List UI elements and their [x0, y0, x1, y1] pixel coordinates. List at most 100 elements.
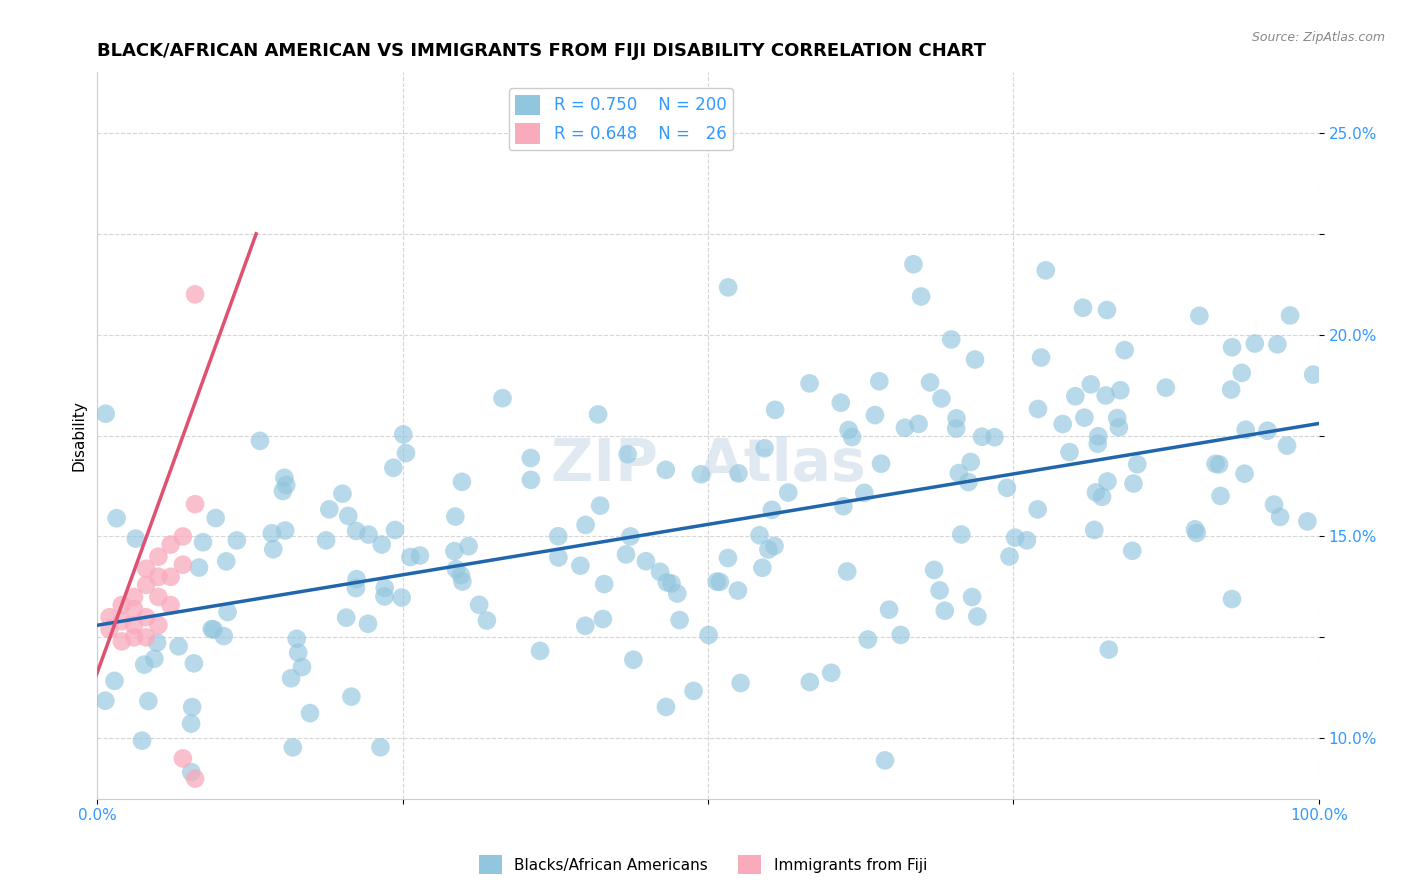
Point: [1267, 337, 1289, 351]
Point: [970, 430, 993, 444]
Point: [172, 751, 194, 765]
Point: [180, 765, 202, 780]
Point: [621, 653, 644, 667]
Point: [1302, 368, 1324, 382]
Point: [868, 374, 890, 388]
Point: [183, 657, 205, 671]
Point: [1083, 523, 1105, 537]
Point: [249, 434, 271, 448]
Point: [450, 568, 472, 582]
Point: [1015, 533, 1038, 548]
Point: [172, 529, 194, 543]
Point: [202, 623, 225, 637]
Point: [148, 618, 170, 632]
Point: [529, 644, 551, 658]
Text: ZIP  Atlas: ZIP Atlas: [551, 436, 866, 493]
Point: [167, 640, 190, 654]
Point: [98, 610, 121, 624]
Point: [184, 772, 207, 786]
Point: [135, 631, 157, 645]
Point: [863, 408, 886, 422]
Point: [730, 676, 752, 690]
Point: [1220, 340, 1243, 354]
Point: [1220, 383, 1243, 397]
Text: Source: ZipAtlas.com: Source: ZipAtlas.com: [1251, 31, 1385, 45]
Point: [94, 694, 117, 708]
Point: [274, 524, 297, 538]
Point: [1205, 457, 1227, 471]
Point: [586, 408, 609, 422]
Point: [392, 427, 415, 442]
Point: [998, 549, 1021, 564]
Point: [340, 690, 363, 704]
Point: [1279, 309, 1302, 323]
Point: [820, 665, 842, 680]
Point: [1091, 490, 1114, 504]
Point: [547, 529, 569, 543]
Point: [1026, 502, 1049, 516]
Point: [98, 622, 121, 636]
Point: [922, 563, 945, 577]
Point: [1243, 336, 1265, 351]
Point: [727, 467, 749, 481]
Point: [960, 590, 983, 604]
Point: [799, 675, 821, 690]
Point: [655, 463, 678, 477]
Point: [574, 517, 596, 532]
Point: [217, 605, 239, 619]
Point: [395, 446, 418, 460]
Point: [273, 471, 295, 485]
Point: [1209, 489, 1232, 503]
Point: [291, 660, 314, 674]
Point: [706, 574, 728, 589]
Point: [357, 527, 380, 541]
Point: [159, 570, 181, 584]
Point: [134, 657, 156, 672]
Point: [276, 478, 298, 492]
Point: [111, 634, 134, 648]
Point: [138, 694, 160, 708]
Point: [215, 554, 238, 568]
Point: [941, 333, 963, 347]
Point: [690, 467, 713, 482]
Point: [877, 602, 900, 616]
Point: [593, 577, 616, 591]
Point: [1263, 498, 1285, 512]
Point: [122, 590, 145, 604]
Point: [1208, 458, 1230, 472]
Point: [332, 486, 354, 500]
Point: [148, 549, 170, 564]
Point: [1064, 389, 1087, 403]
Point: [103, 673, 125, 688]
Point: [995, 481, 1018, 495]
Point: [873, 753, 896, 767]
Point: [661, 576, 683, 591]
Point: [444, 509, 467, 524]
Point: [910, 289, 932, 303]
Point: [963, 352, 986, 367]
Point: [298, 706, 321, 720]
Point: [1268, 510, 1291, 524]
Point: [181, 700, 204, 714]
Point: [1094, 388, 1116, 402]
Point: [188, 560, 211, 574]
Point: [201, 622, 224, 636]
Point: [948, 466, 970, 480]
Point: [159, 598, 181, 612]
Point: [111, 614, 134, 628]
Point: [271, 483, 294, 498]
Point: [122, 602, 145, 616]
Point: [619, 529, 641, 543]
Point: [191, 535, 214, 549]
Point: [717, 280, 740, 294]
Point: [172, 558, 194, 572]
Point: [335, 610, 357, 624]
Point: [1234, 423, 1257, 437]
Point: [1114, 343, 1136, 358]
Point: [945, 421, 967, 435]
Point: [468, 598, 491, 612]
Point: [1233, 467, 1256, 481]
Point: [225, 533, 247, 548]
Point: [920, 376, 942, 390]
Point: [94, 407, 117, 421]
